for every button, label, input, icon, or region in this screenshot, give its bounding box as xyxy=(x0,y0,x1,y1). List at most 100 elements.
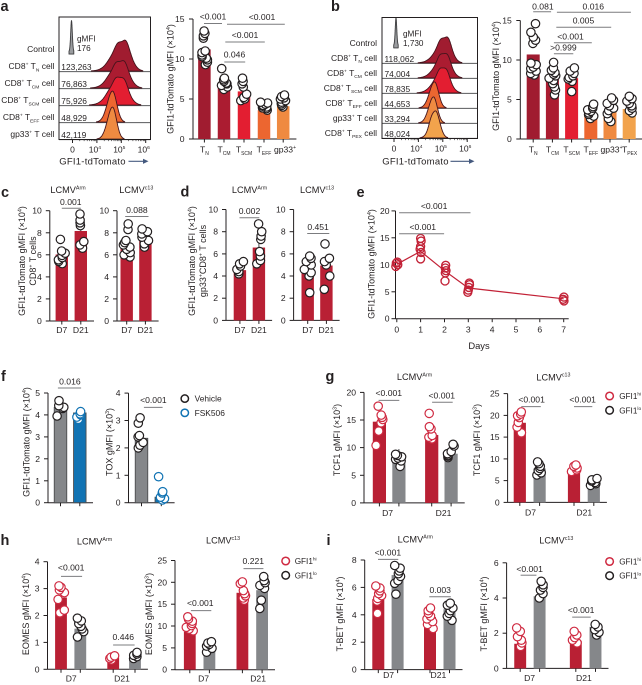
svg-text:D7: D7 xyxy=(66,674,77,684)
svg-text:6: 6 xyxy=(213,249,218,259)
svg-text:0.002: 0.002 xyxy=(239,206,261,216)
svg-text:<0.001: <0.001 xyxy=(568,605,595,615)
svg-text:20: 20 xyxy=(346,387,356,397)
svg-text:5: 5 xyxy=(180,94,185,104)
svg-text:CD8+ TCM cell: CD8+ TCM cell xyxy=(327,68,377,80)
svg-text:3: 3 xyxy=(35,432,40,442)
svg-text:CD8+ TN cell: CD8+ TN cell xyxy=(9,61,55,73)
svg-text:LCMVArm: LCMVArm xyxy=(232,185,268,195)
svg-text:TEFF: TEFF xyxy=(583,145,598,157)
svg-text:0.003: 0.003 xyxy=(429,585,451,595)
svg-text:0.081: 0.081 xyxy=(532,1,554,11)
svg-text:TCM: TCM xyxy=(217,145,230,157)
svg-text:2: 2 xyxy=(494,628,499,638)
svg-text:0.221: 0.221 xyxy=(243,556,265,566)
svg-text:10: 10 xyxy=(380,260,390,270)
svg-text:5: 5 xyxy=(385,287,390,297)
svg-text:1: 1 xyxy=(35,476,40,486)
svg-text:15: 15 xyxy=(175,14,185,24)
svg-text:4: 4 xyxy=(35,410,40,420)
svg-text:D21: D21 xyxy=(319,325,335,335)
svg-text:10: 10 xyxy=(276,205,286,215)
svg-text:D7: D7 xyxy=(56,325,67,335)
svg-text:20: 20 xyxy=(157,577,167,587)
svg-text:LCMVc13: LCMVc13 xyxy=(536,372,570,382)
svg-text:76,863: 76,863 xyxy=(61,79,87,89)
svg-text:gp33+CD8+ T cells: gp33+CD8+ T cells xyxy=(198,224,208,297)
svg-text:<0.001: <0.001 xyxy=(429,391,456,401)
svg-text:0: 0 xyxy=(494,663,499,673)
svg-text:Days: Days xyxy=(468,340,490,351)
svg-text:44,653: 44,653 xyxy=(385,99,411,109)
svg-text:15: 15 xyxy=(502,16,512,26)
svg-text:D21: D21 xyxy=(431,670,447,680)
svg-text:0: 0 xyxy=(495,497,500,507)
svg-text:15: 15 xyxy=(380,233,390,243)
svg-text:T-BET gMFI (×104): T-BET gMFI (×104) xyxy=(335,577,345,652)
svg-text:gMFI: gMFI xyxy=(77,34,96,43)
svg-text:5: 5 xyxy=(507,95,512,105)
svg-text:EOMES gMFI (×103): EOMES gMFI (×103) xyxy=(144,573,154,655)
svg-text:D21: D21 xyxy=(138,325,154,335)
svg-text:0.046: 0.046 xyxy=(224,50,246,60)
svg-text:0: 0 xyxy=(116,498,121,508)
svg-text:10: 10 xyxy=(175,54,185,64)
svg-text:8: 8 xyxy=(213,227,218,237)
svg-text:>0.999: >0.999 xyxy=(550,43,577,53)
svg-text:6: 6 xyxy=(281,249,286,259)
svg-text:0.451: 0.451 xyxy=(307,222,329,232)
svg-text:h: h xyxy=(1,533,10,549)
svg-text:176: 176 xyxy=(77,44,91,53)
svg-text:3: 3 xyxy=(35,584,40,594)
svg-text:78,835: 78,835 xyxy=(385,84,411,94)
svg-text:LCMVc13: LCMVc13 xyxy=(119,185,153,195)
svg-text:GFI1-tdTomato gMFI (×104): GFI1-tdTomato gMFI (×104) xyxy=(367,209,377,319)
svg-text:D21: D21 xyxy=(576,507,592,517)
svg-text:6: 6 xyxy=(537,325,542,335)
svg-text:4: 4 xyxy=(104,272,109,282)
svg-text:10: 10 xyxy=(99,206,109,216)
svg-text:GFI1-tdTomato: GFI1-tdTomato xyxy=(59,157,126,168)
svg-text:D7: D7 xyxy=(198,674,209,684)
svg-text:1: 1 xyxy=(116,470,121,480)
svg-text:0: 0 xyxy=(37,316,42,326)
svg-text:5: 5 xyxy=(351,470,356,480)
svg-text:GFI1hi: GFI1hi xyxy=(619,557,641,566)
svg-text:0: 0 xyxy=(385,314,390,324)
svg-text:3: 3 xyxy=(466,325,471,335)
svg-text:D7: D7 xyxy=(302,325,313,335)
svg-text:48,929: 48,929 xyxy=(61,113,87,123)
svg-text:4: 4 xyxy=(213,271,218,281)
svg-text:0.446: 0.446 xyxy=(113,632,135,642)
svg-text:15: 15 xyxy=(157,599,167,609)
svg-text:106: 106 xyxy=(138,144,150,154)
svg-text:0: 0 xyxy=(213,315,218,325)
svg-text:0: 0 xyxy=(35,664,40,674)
svg-text:6: 6 xyxy=(37,250,42,260)
svg-text:104: 104 xyxy=(89,144,101,154)
svg-text:15: 15 xyxy=(346,415,356,425)
svg-text:6: 6 xyxy=(494,558,499,568)
svg-text:123,263: 123,263 xyxy=(61,62,92,72)
svg-text:20: 20 xyxy=(380,206,390,216)
svg-text:i: i xyxy=(327,533,331,549)
svg-text:TN: TN xyxy=(529,145,538,157)
svg-text:0.088: 0.088 xyxy=(126,205,148,215)
svg-text:LCMVArm: LCMVArm xyxy=(397,372,433,382)
svg-text:a: a xyxy=(1,0,10,15)
svg-text:CD8+ TSCM cell: CD8+ TSCM cell xyxy=(1,95,54,107)
svg-text:118,062: 118,062 xyxy=(385,54,415,64)
svg-text:0: 0 xyxy=(281,315,286,325)
svg-text:2: 2 xyxy=(37,294,42,304)
svg-text:2: 2 xyxy=(116,443,121,453)
svg-text:GFI1hi: GFI1hi xyxy=(295,557,317,566)
svg-text:6: 6 xyxy=(352,582,357,592)
svg-text:0.005: 0.005 xyxy=(573,16,595,26)
svg-text:2: 2 xyxy=(281,293,286,303)
svg-text:GFI1-tdTomato: GFI1-tdTomato xyxy=(382,157,449,168)
svg-text:20: 20 xyxy=(490,410,500,420)
svg-text:D7: D7 xyxy=(121,325,132,335)
svg-text:2: 2 xyxy=(213,293,218,303)
svg-text:D21: D21 xyxy=(114,674,130,684)
svg-text:106: 106 xyxy=(459,143,471,153)
